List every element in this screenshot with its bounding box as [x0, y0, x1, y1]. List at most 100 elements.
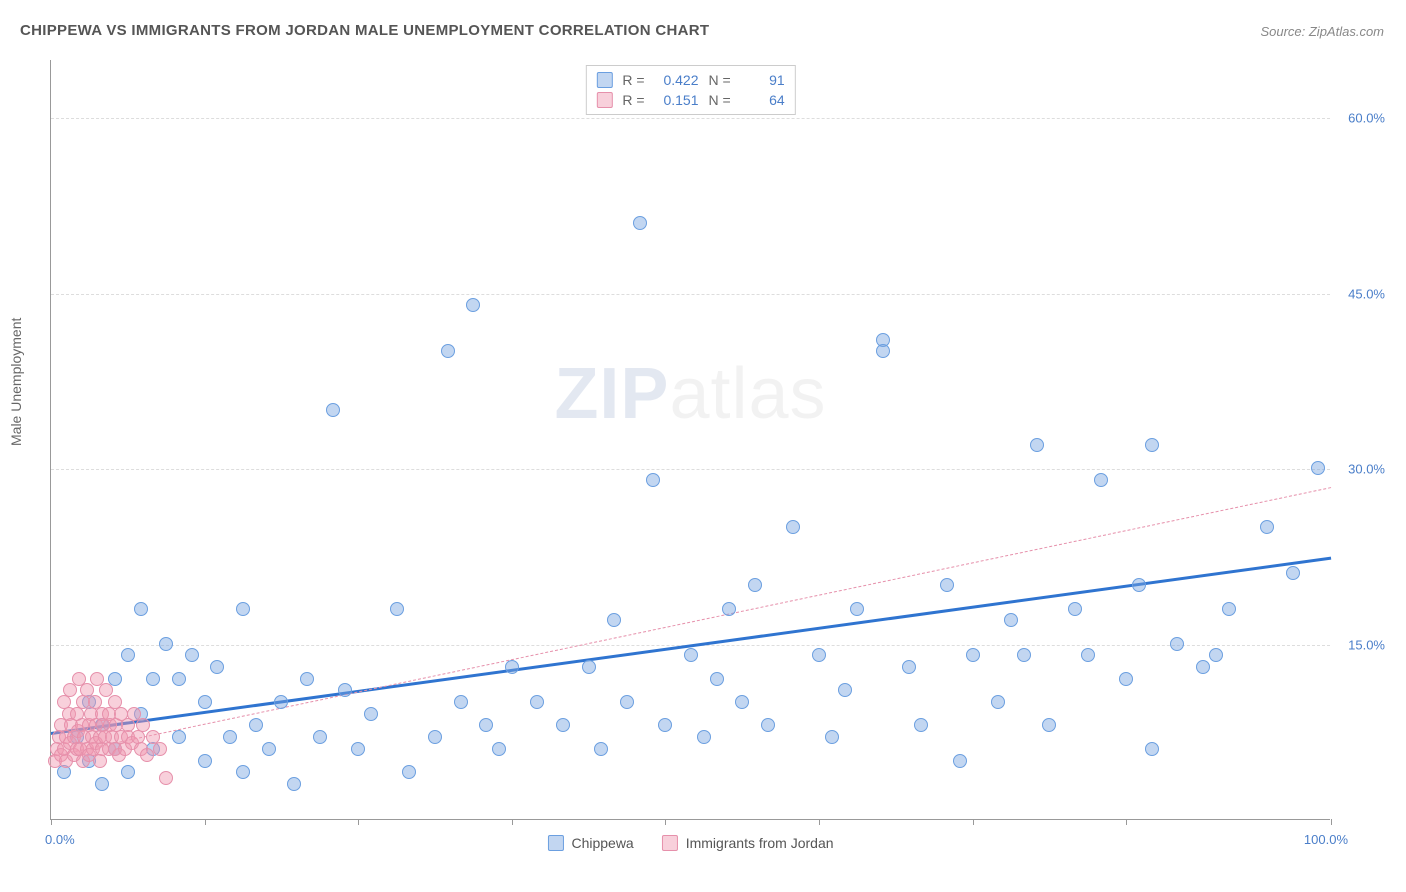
scatter-point [326, 403, 340, 417]
legend-bottom: Chippewa Immigrants from Jordan [547, 835, 833, 851]
scatter-point [914, 718, 928, 732]
scatter-point [121, 648, 135, 662]
scatter-point [1119, 672, 1133, 686]
gridline [51, 118, 1330, 119]
legend-swatch [596, 72, 612, 88]
scatter-point [684, 648, 698, 662]
scatter-point [198, 695, 212, 709]
scatter-point [633, 216, 647, 230]
scatter-point [262, 742, 276, 756]
chart-title: CHIPPEWA VS IMMIGRANTS FROM JORDAN MALE … [20, 22, 709, 39]
legend-label: Chippewa [571, 835, 633, 851]
scatter-point [966, 648, 980, 662]
scatter-point [338, 683, 352, 697]
scatter-point [146, 672, 160, 686]
x-tick-label-right: 100.0% [1304, 832, 1348, 847]
scatter-point [953, 754, 967, 768]
y-axis-label: Male Unemployment [8, 318, 24, 446]
scatter-point [402, 765, 416, 779]
scatter-point [850, 602, 864, 616]
x-tick [819, 819, 820, 825]
watermark-bold: ZIP [554, 354, 669, 434]
trendline [51, 487, 1331, 757]
legend-item: Immigrants from Jordan [662, 835, 834, 851]
scatter-point [121, 765, 135, 779]
scatter-point [1030, 438, 1044, 452]
scatter-point [594, 742, 608, 756]
scatter-point [748, 578, 762, 592]
scatter-point [198, 754, 212, 768]
legend-n-label: N = [709, 72, 731, 88]
scatter-point [902, 660, 916, 674]
scatter-point [646, 473, 660, 487]
scatter-point [390, 602, 404, 616]
legend-n-value: 91 [737, 72, 785, 88]
y-tick-label: 15.0% [1348, 637, 1385, 652]
legend-item: Chippewa [547, 835, 633, 851]
x-tick [1331, 819, 1332, 825]
scatter-point [1017, 648, 1031, 662]
scatter-point [492, 742, 506, 756]
scatter-point [1094, 473, 1108, 487]
scatter-point [786, 520, 800, 534]
scatter-point [274, 695, 288, 709]
scatter-point [1042, 718, 1056, 732]
scatter-point [722, 602, 736, 616]
scatter-point [287, 777, 301, 791]
scatter-point [1209, 648, 1223, 662]
x-tick [51, 819, 52, 825]
legend-stats-row: R =0.151N =64 [596, 90, 784, 110]
gridline [51, 294, 1330, 295]
scatter-point [1286, 566, 1300, 580]
y-tick-label: 30.0% [1348, 462, 1385, 477]
legend-swatch [596, 92, 612, 108]
scatter-point [428, 730, 442, 744]
scatter-point [1196, 660, 1210, 674]
scatter-point [210, 660, 224, 674]
scatter-point [825, 730, 839, 744]
scatter-point [159, 637, 173, 651]
scatter-point [466, 298, 480, 312]
scatter-point [1222, 602, 1236, 616]
gridline [51, 469, 1330, 470]
legend-n-value: 64 [737, 92, 785, 108]
x-tick [973, 819, 974, 825]
x-tick [512, 819, 513, 825]
x-tick [1126, 819, 1127, 825]
scatter-point [223, 730, 237, 744]
scatter-point [63, 683, 77, 697]
scatter-point [134, 602, 148, 616]
scatter-point [838, 683, 852, 697]
legend-r-value: 0.151 [651, 92, 699, 108]
scatter-point [300, 672, 314, 686]
legend-r-label: R = [622, 72, 644, 88]
legend-label: Immigrants from Jordan [686, 835, 834, 851]
scatter-point [1145, 438, 1159, 452]
x-tick-label-left: 0.0% [45, 832, 75, 847]
scatter-point [1170, 637, 1184, 651]
scatter-point [1081, 648, 1095, 662]
scatter-point [761, 718, 775, 732]
scatter-point [1068, 602, 1082, 616]
scatter-point [620, 695, 634, 709]
plot-area: ZIPatlas R =0.422N =91R =0.151N =64 Chip… [50, 60, 1330, 820]
scatter-point [582, 660, 596, 674]
scatter-point [1132, 578, 1146, 592]
scatter-point [697, 730, 711, 744]
scatter-point [735, 695, 749, 709]
legend-swatch [662, 835, 678, 851]
scatter-point [172, 730, 186, 744]
x-tick [665, 819, 666, 825]
scatter-point [236, 765, 250, 779]
scatter-point [812, 648, 826, 662]
scatter-point [441, 344, 455, 358]
scatter-point [556, 718, 570, 732]
legend-r-value: 0.422 [651, 72, 699, 88]
scatter-point [479, 718, 493, 732]
scatter-point [454, 695, 468, 709]
legend-n-label: N = [709, 92, 731, 108]
scatter-point [1260, 520, 1274, 534]
scatter-point [136, 718, 150, 732]
scatter-point [351, 742, 365, 756]
legend-stats-row: R = 0.422 N = 91 [596, 70, 784, 90]
